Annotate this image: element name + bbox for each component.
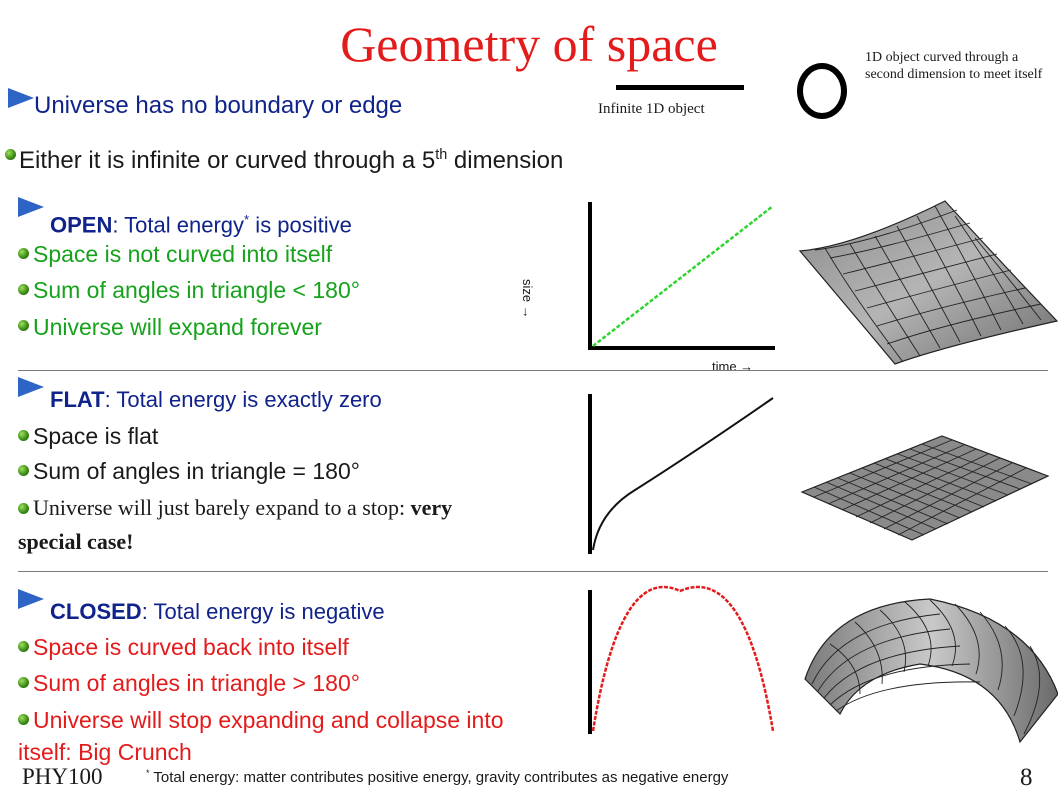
closed-loop-caption: 1D object curved through a second dimens… (865, 50, 1043, 82)
flat-item: Space is flat (33, 423, 159, 449)
flat-item-special-case-cont: special case! (18, 529, 134, 554)
closed-item-big-crunch-cont: itself: Big Crunch (18, 739, 192, 765)
closed-item: Space is curved back into itself (33, 634, 349, 660)
section-divider (18, 370, 1048, 371)
flat-arrow-icon (18, 377, 44, 402)
flat-item: Sum of angles in triangle = 180° (33, 458, 360, 484)
open-arrow-icon (18, 197, 44, 222)
section-divider (18, 571, 1048, 572)
open-item: Sum of angles in triangle < 180° (33, 277, 360, 303)
intro-point-infinite: Either it is infinite or curved through … (19, 147, 564, 174)
flat-bullet-icon (18, 430, 29, 441)
infinite-line-graphic (616, 85, 744, 90)
flat-item-special-case: Universe will just barely expand to a st… (33, 495, 453, 520)
saddle-surface-graphic (798, 200, 1058, 365)
intro-arrow-icon (8, 88, 34, 113)
closed-expansion-graph (588, 585, 775, 734)
infinite-line-caption: Infinite 1D object (598, 101, 705, 117)
closed-surface-graphic (804, 598, 1058, 744)
closed-bullet-icon (18, 641, 29, 652)
flat-heading: FLAT: Total energy is exactly zero (50, 387, 382, 412)
intro-point-boundary: Universe has no boundary or edge (34, 92, 403, 119)
open-heading: OPEN: Total energy* is positive (50, 212, 352, 238)
closed-heading: CLOSED: Total energy is negative (50, 599, 385, 624)
flat-bullet-icon (18, 503, 29, 514)
open-bullet-icon (18, 320, 29, 331)
closed-item: Sum of angles in triangle > 180° (33, 670, 360, 696)
course-label: PHY100 (22, 764, 103, 789)
footnote: * Total energy: matter contributes posit… (146, 768, 729, 786)
open-expansion-graph (588, 202, 775, 350)
open-item: Space is not curved into itself (33, 241, 333, 267)
closed-arrow-icon (18, 589, 44, 614)
closed-item-big-crunch: Universe will stop expanding and collaps… (33, 707, 504, 733)
open-bullet-icon (18, 284, 29, 295)
open-graph-xlabel: time → (712, 359, 754, 374)
slide-title: Geometry of space (340, 16, 718, 72)
page-number: 8 (1020, 764, 1033, 791)
closed-bullet-icon (18, 714, 29, 725)
flat-bullet-icon (18, 465, 29, 476)
flat-expansion-graph (588, 394, 774, 554)
open-graph-ylabel: size → (520, 279, 535, 319)
flat-surface-graphic (800, 435, 1050, 541)
open-item: Universe will expand forever (33, 314, 322, 340)
closed-loop-graphic (797, 63, 847, 119)
intro-bullet-icon (5, 149, 16, 160)
open-bullet-icon (18, 248, 29, 259)
closed-bullet-icon (18, 677, 29, 688)
